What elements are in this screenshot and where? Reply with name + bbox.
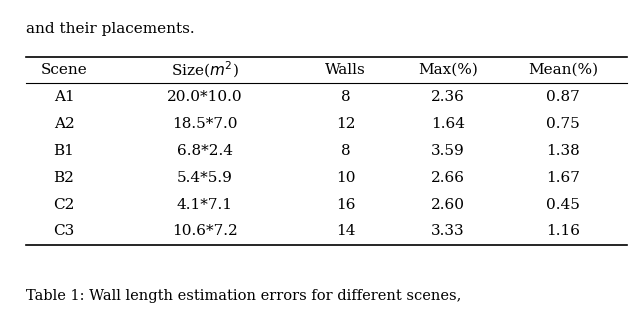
Text: 0.75: 0.75 — [547, 117, 580, 131]
Text: Walls: Walls — [325, 63, 366, 77]
Text: 10: 10 — [336, 171, 355, 185]
Text: 1.38: 1.38 — [547, 144, 580, 158]
Text: Table 1: Wall length estimation errors for different scenes,: Table 1: Wall length estimation errors f… — [26, 289, 461, 303]
Text: 14: 14 — [336, 225, 355, 238]
Text: 0.45: 0.45 — [547, 198, 580, 212]
Text: Mean(%): Mean(%) — [528, 63, 598, 77]
Text: 18.5*7.0: 18.5*7.0 — [172, 117, 237, 131]
Text: 8: 8 — [340, 90, 351, 104]
Text: 10.6*7.2: 10.6*7.2 — [172, 225, 237, 238]
Text: C2: C2 — [53, 198, 75, 212]
Text: 1.67: 1.67 — [547, 171, 580, 185]
Text: A1: A1 — [54, 90, 74, 104]
Text: 20.0*10.0: 20.0*10.0 — [167, 90, 243, 104]
Text: 4.1*7.1: 4.1*7.1 — [177, 198, 233, 212]
Text: Scene: Scene — [40, 63, 88, 77]
Text: B1: B1 — [54, 144, 74, 158]
Text: A2: A2 — [54, 117, 74, 131]
Text: and their placements.: and their placements. — [26, 22, 194, 36]
Text: Size($m^2$): Size($m^2$) — [171, 60, 239, 80]
Text: Max(%): Max(%) — [418, 63, 478, 77]
Text: 0.87: 0.87 — [547, 90, 580, 104]
Text: 3.59: 3.59 — [431, 144, 465, 158]
Text: 2.66: 2.66 — [431, 171, 465, 185]
Text: 1.64: 1.64 — [431, 117, 465, 131]
Text: C3: C3 — [53, 225, 75, 238]
Text: 1.16: 1.16 — [546, 225, 580, 238]
Text: 16: 16 — [336, 198, 355, 212]
Text: 2.36: 2.36 — [431, 90, 465, 104]
Text: B2: B2 — [54, 171, 74, 185]
Text: 6.8*2.4: 6.8*2.4 — [177, 144, 233, 158]
Text: 2.60: 2.60 — [431, 198, 465, 212]
Text: 5.4*5.9: 5.4*5.9 — [177, 171, 233, 185]
Text: 12: 12 — [336, 117, 355, 131]
Text: 8: 8 — [340, 144, 351, 158]
Text: 3.33: 3.33 — [431, 225, 465, 238]
